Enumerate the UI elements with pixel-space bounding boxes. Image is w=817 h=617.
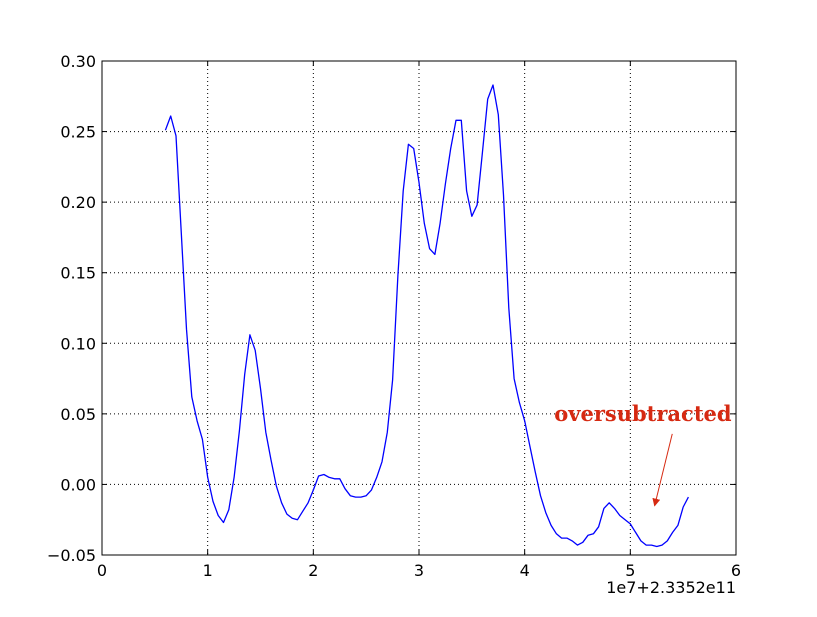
x-tick-label: 3 — [414, 561, 424, 580]
grid-lines — [102, 61, 736, 555]
x-tick-label: 4 — [520, 561, 530, 580]
y-tick-label: 0.15 — [60, 264, 96, 283]
x-tick-labels: 0 1 2 3 4 5 6 — [97, 561, 741, 580]
x-offset-label: 1e7+2.3352e11 — [606, 578, 736, 597]
annotation-arrow — [652, 433, 673, 507]
x-tick-label: 0 — [97, 561, 107, 580]
y-tick-label: 0.25 — [60, 123, 96, 142]
x-tick-label: 2 — [308, 561, 318, 580]
x-tick-label: 1 — [203, 561, 213, 580]
annotation-label: oversubtracted — [554, 401, 732, 426]
annotation-layer: oversubtracted — [554, 401, 732, 507]
series-line — [164, 84, 689, 548]
series-layer — [164, 84, 689, 548]
y-tick-label: 0.20 — [60, 193, 96, 212]
y-tick-label: 0.30 — [60, 52, 96, 71]
x-tick-label: 5 — [625, 561, 635, 580]
y-tick-label: 0.00 — [60, 475, 96, 494]
tick-marks — [101, 60, 737, 556]
y-tick-labels: −0.05 0.00 0.05 0.10 0.15 0.20 0.25 0.30 — [47, 52, 96, 565]
y-tick-label: −0.05 — [47, 546, 96, 565]
y-tick-label: 0.05 — [60, 405, 96, 424]
x-tick-label: 6 — [731, 561, 741, 580]
y-tick-label: 0.10 — [60, 334, 96, 353]
